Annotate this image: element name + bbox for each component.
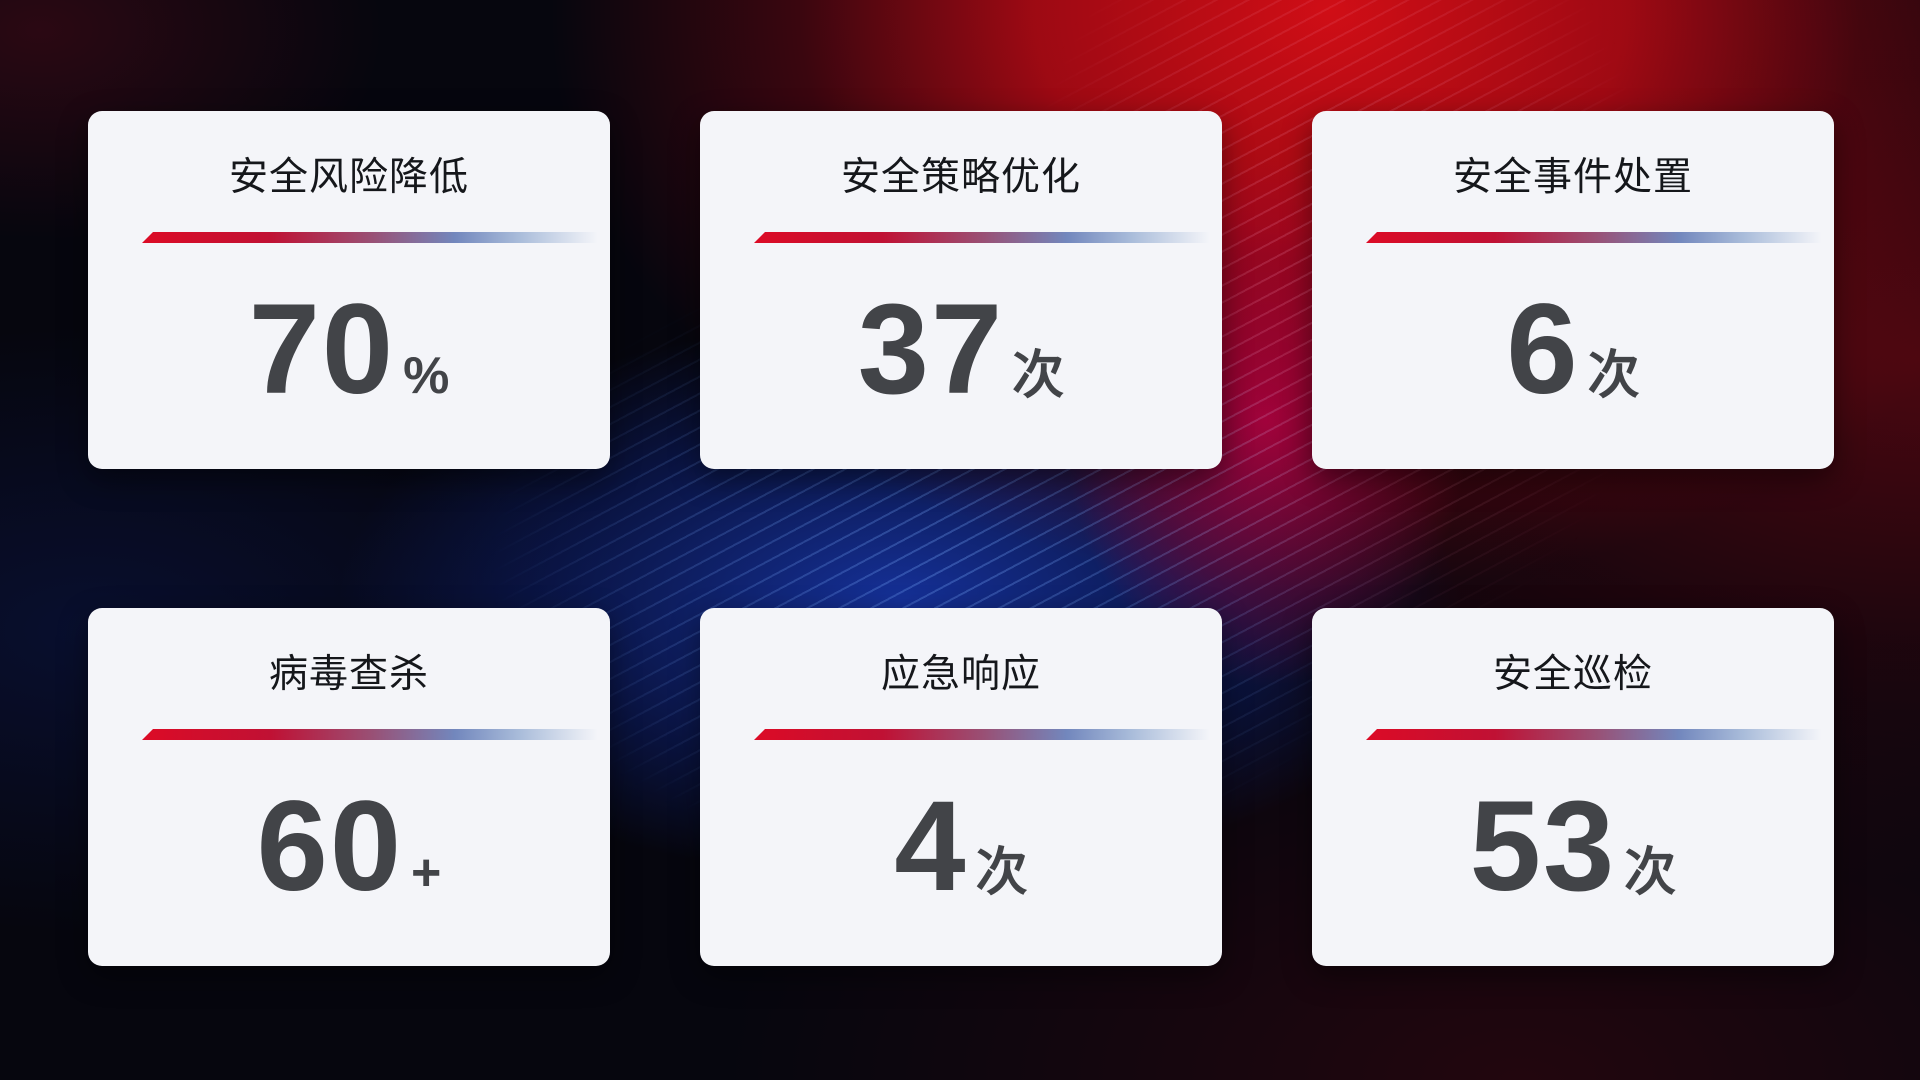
stat-card-value: 37 次	[700, 275, 1222, 451]
stat-card-policy-optimization: 安全策略优化 37 次	[700, 111, 1222, 469]
gradient-divider	[754, 729, 1214, 740]
stat-number: 60	[256, 775, 403, 918]
gradient-divider	[142, 729, 602, 740]
stat-number: 37	[857, 278, 1005, 421]
stat-card-title: 安全巡检	[1492, 653, 1653, 696]
stat-card-value: 53 次	[1312, 772, 1834, 948]
gradient-divider	[1366, 232, 1826, 243]
stat-unit: 次	[1012, 347, 1065, 405]
stat-card-title: 应急响应	[880, 653, 1041, 696]
stat-unit: +	[411, 844, 442, 902]
stat-card-title: 病毒查杀	[268, 653, 429, 696]
stat-number: 4	[894, 775, 968, 918]
stat-unit: 次	[1587, 347, 1640, 405]
gradient-divider	[1366, 729, 1826, 740]
stat-card-title: 安全风险降低	[228, 156, 469, 199]
stat-unit: %	[403, 347, 450, 405]
stat-number: 53	[1469, 775, 1617, 918]
gradient-divider	[142, 232, 602, 243]
stat-unit: 次	[975, 844, 1028, 902]
stat-card-title: 安全策略优化	[840, 156, 1081, 199]
stat-card-title: 安全事件处置	[1452, 156, 1693, 199]
stat-card-risk-reduction: 安全风险降低 70%	[88, 111, 610, 469]
stat-card-security-inspection: 安全巡检 53 次	[1312, 608, 1834, 966]
stat-card-value: 70%	[88, 275, 610, 451]
stat-unit: 次	[1624, 844, 1677, 902]
stat-number: 70	[248, 278, 396, 421]
gradient-divider	[754, 232, 1214, 243]
stat-number: 6	[1506, 278, 1580, 421]
stat-card-virus-scan: 病毒查杀 60 +	[88, 608, 610, 966]
stat-card-value: 60 +	[88, 772, 610, 948]
